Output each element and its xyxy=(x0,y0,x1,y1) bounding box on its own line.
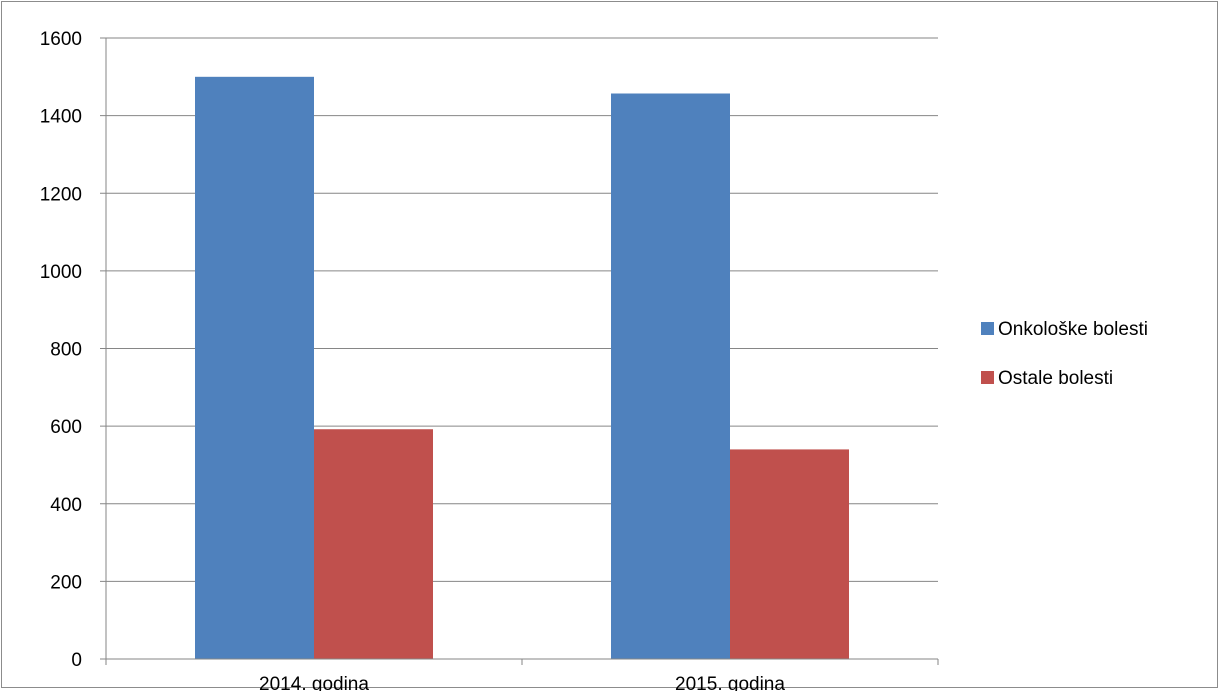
legend-swatch xyxy=(981,322,994,335)
legend-swatch xyxy=(981,371,994,384)
y-tick-label: 400 xyxy=(50,495,82,516)
bar-onkoloske-2 xyxy=(611,93,730,659)
legend-label: Onkološke bolesti xyxy=(998,319,1148,340)
x-category-label: 2015. godina xyxy=(675,674,785,691)
x-category-label: 2014. godina xyxy=(259,674,369,691)
y-tick-label: 1200 xyxy=(40,184,82,205)
y-tick-label: 1600 xyxy=(40,29,82,50)
bars xyxy=(195,76,849,659)
y-tick-label: 1000 xyxy=(40,262,82,283)
bar-ostale-2 xyxy=(730,449,849,659)
x-category-labels: 2014. godina 2015. godina xyxy=(259,674,785,691)
bar-ostale-1 xyxy=(314,429,433,659)
y-tick-label: 800 xyxy=(50,340,82,361)
legend-label: Ostale bolesti xyxy=(998,368,1113,389)
y-tick-label: 200 xyxy=(50,572,82,593)
bar-onkoloske-1 xyxy=(195,76,314,659)
y-tick-label: 0 xyxy=(71,650,82,671)
legend: Onkološke bolesti Ostale bolesti xyxy=(981,319,1148,389)
y-tick-label: 1400 xyxy=(40,107,82,128)
y-tick-labels: 0 200 400 600 800 1000 1200 1400 1600 xyxy=(40,29,82,671)
axes xyxy=(100,37,939,665)
y-tick-label: 600 xyxy=(50,417,82,438)
